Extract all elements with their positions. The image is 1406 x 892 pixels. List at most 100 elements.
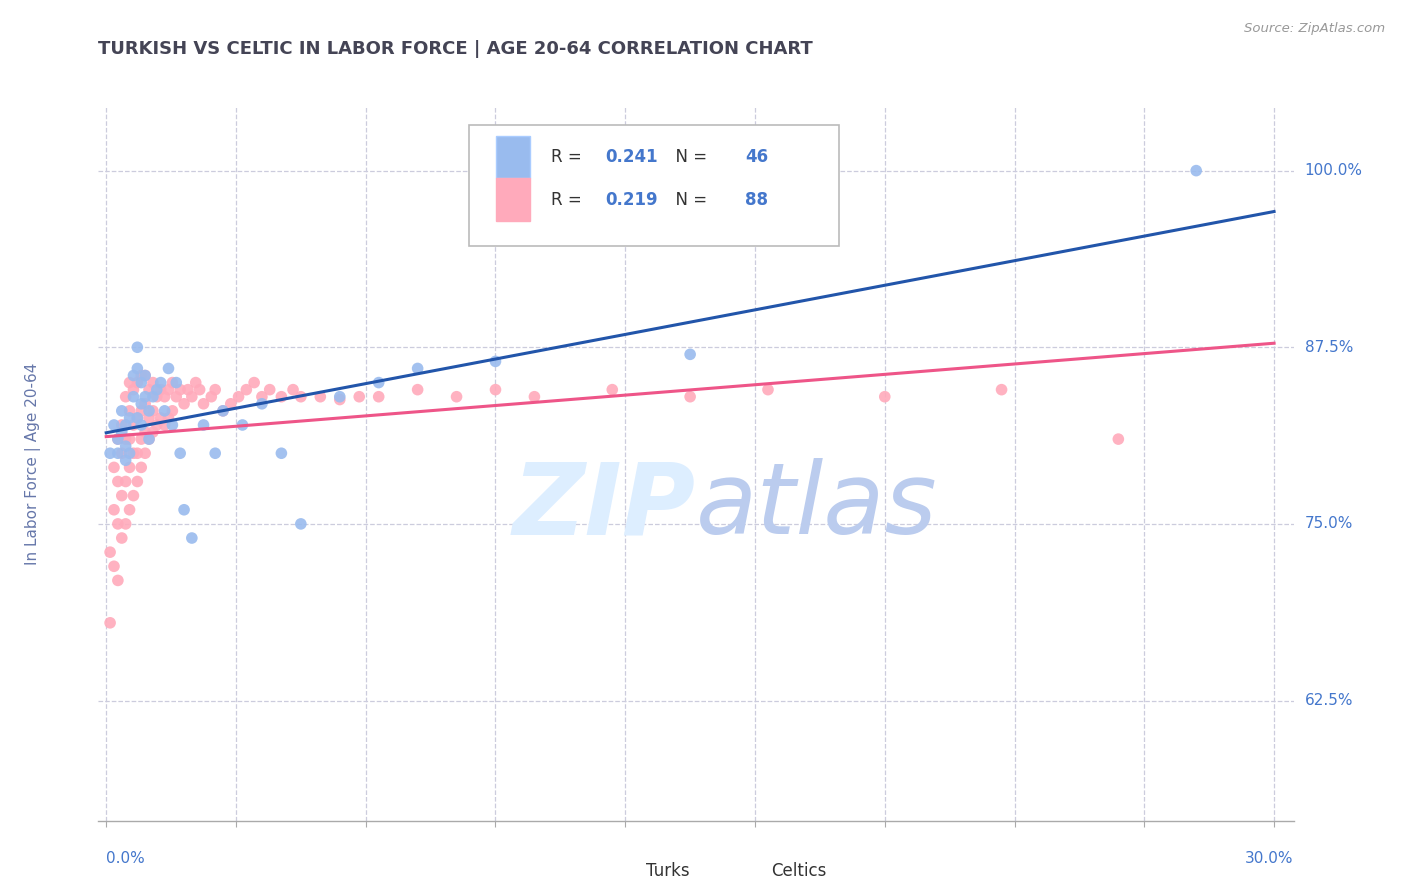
Point — [111, 404, 134, 418]
Point — [250, 390, 273, 404]
Point — [129, 404, 152, 418]
Point — [107, 446, 129, 460]
Point — [309, 390, 332, 404]
Point — [149, 383, 172, 397]
Point — [127, 411, 149, 425]
Point — [134, 425, 156, 439]
Point — [679, 390, 702, 404]
Text: R =: R = — [551, 191, 588, 209]
Point — [114, 417, 136, 432]
Point — [177, 383, 200, 397]
Point — [184, 376, 207, 390]
Point — [149, 376, 172, 390]
Point — [756, 383, 779, 397]
Point — [134, 368, 156, 383]
Point — [679, 347, 702, 361]
Point — [446, 390, 468, 404]
Text: N =: N = — [665, 191, 713, 209]
Point — [142, 404, 165, 418]
Point — [98, 615, 121, 630]
Text: Turks: Turks — [645, 862, 689, 880]
Point — [129, 417, 152, 432]
Text: 87.5%: 87.5% — [1305, 340, 1353, 355]
Point — [188, 383, 211, 397]
Point — [129, 376, 152, 390]
Text: ZIP: ZIP — [513, 458, 696, 555]
Point — [162, 376, 184, 390]
Point — [173, 397, 195, 411]
FancyBboxPatch shape — [733, 855, 762, 887]
Point — [200, 390, 222, 404]
Point — [270, 446, 292, 460]
Point — [157, 411, 180, 425]
Point — [129, 368, 152, 383]
Point — [329, 390, 352, 404]
Point — [250, 397, 273, 411]
Point — [114, 475, 136, 489]
Point — [122, 417, 145, 432]
Point — [180, 390, 202, 404]
Point — [212, 404, 235, 418]
Point — [157, 383, 180, 397]
Point — [138, 432, 160, 446]
Point — [98, 545, 121, 559]
Point — [484, 383, 506, 397]
Point — [169, 446, 191, 460]
Point — [157, 361, 180, 376]
Text: 62.5%: 62.5% — [1305, 693, 1353, 708]
Text: 46: 46 — [745, 148, 768, 166]
Point — [169, 383, 191, 397]
Point — [127, 340, 149, 354]
Point — [484, 354, 506, 368]
Point — [127, 475, 149, 489]
FancyBboxPatch shape — [496, 136, 530, 178]
Point — [138, 404, 160, 418]
Point — [134, 446, 156, 460]
Point — [122, 390, 145, 404]
Point — [103, 460, 125, 475]
Point — [153, 417, 176, 432]
Point — [134, 390, 156, 404]
Point — [367, 390, 389, 404]
FancyBboxPatch shape — [606, 855, 636, 887]
Point — [406, 361, 429, 376]
Text: Source: ZipAtlas.com: Source: ZipAtlas.com — [1244, 22, 1385, 36]
Point — [114, 439, 136, 453]
Text: TURKISH VS CELTIC IN LABOR FORCE | AGE 20-64 CORRELATION CHART: TURKISH VS CELTIC IN LABOR FORCE | AGE 2… — [98, 40, 813, 58]
Point — [118, 446, 141, 460]
Point — [138, 432, 160, 446]
Point — [259, 383, 281, 397]
Point — [127, 361, 149, 376]
Point — [118, 460, 141, 475]
Point — [114, 432, 136, 446]
Point — [118, 432, 141, 446]
Point — [107, 574, 129, 588]
Point — [118, 404, 141, 418]
Point — [162, 417, 184, 432]
Text: 88: 88 — [745, 191, 768, 209]
Point — [146, 390, 169, 404]
Point — [111, 425, 134, 439]
Point — [204, 446, 226, 460]
Point — [162, 404, 184, 418]
Point — [107, 475, 129, 489]
Point — [142, 425, 165, 439]
Point — [111, 446, 134, 460]
Text: In Labor Force | Age 20-64: In Labor Force | Age 20-64 — [25, 363, 41, 565]
Point — [243, 376, 266, 390]
FancyBboxPatch shape — [470, 125, 839, 246]
Point — [114, 453, 136, 467]
Point — [149, 411, 172, 425]
Point — [127, 411, 149, 425]
Point — [122, 368, 145, 383]
Point — [103, 502, 125, 516]
Point — [118, 502, 141, 516]
Point — [146, 417, 169, 432]
Point — [107, 432, 129, 446]
Text: 30.0%: 30.0% — [1246, 851, 1294, 866]
Point — [173, 502, 195, 516]
Point — [122, 489, 145, 503]
Text: 0.0%: 0.0% — [107, 851, 145, 866]
Point — [127, 376, 149, 390]
Point — [114, 390, 136, 404]
